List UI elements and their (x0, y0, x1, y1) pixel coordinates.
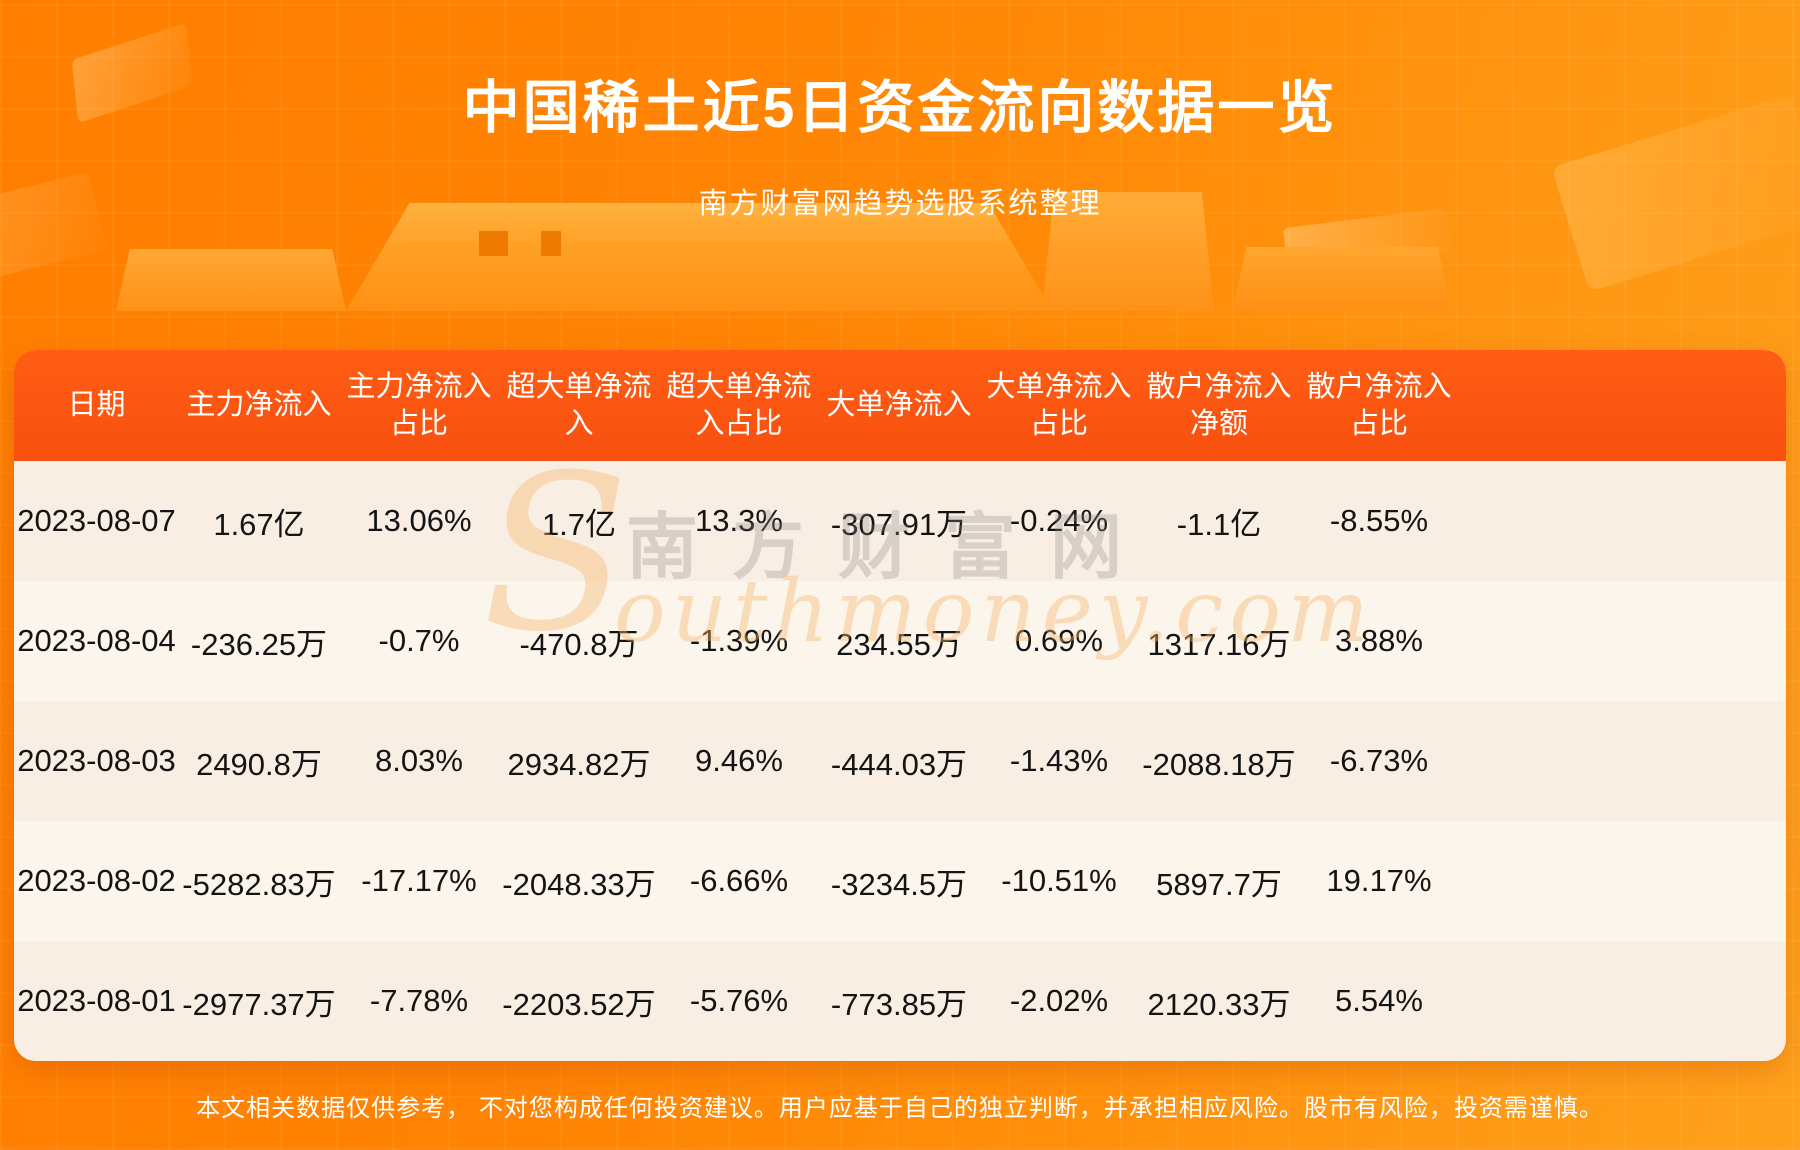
cell-value: 2490.8万 (196, 746, 322, 782)
cell-value: -10.51% (1001, 863, 1117, 898)
decor-podium-left (116, 249, 346, 311)
row-spacer (1459, 941, 1786, 1061)
cell-value: 5897.7万 (1156, 866, 1282, 902)
column-header-retail-net-inflow-amount: 散户净流入净额 (1146, 370, 1292, 440)
cell-value: -0.7% (378, 623, 460, 658)
cell-value: -2203.52万 (502, 986, 656, 1022)
column-header-xlarge-order-net-inflow: 超大单净流入 (506, 370, 652, 440)
cell-value: -5282.83万 (182, 866, 336, 902)
cell-value: 1.7亿 (541, 506, 617, 542)
cell-value: -8.55% (1329, 503, 1429, 538)
cell-value: -3234.5万 (830, 866, 968, 902)
cell-value: 5.54% (1335, 983, 1423, 1018)
disclaimer-text: 本文相关数据仅供参考， 不对您构成任何投资建议。用户应基于自己的独立判断，并承担… (196, 1095, 1604, 1122)
cell-value: -1.39% (689, 623, 789, 658)
cell-value: -470.8万 (519, 626, 639, 662)
cell-value: -0.24% (1009, 503, 1109, 538)
row-spacer (1459, 821, 1786, 941)
cell-value: -6.73% (1329, 743, 1429, 778)
cell-value: -2048.33万 (502, 866, 656, 902)
table-row: 2023-08-04 -236.25万 -0.7% -470.8万 -1.39% 234.… (14, 581, 1786, 701)
cell-value: 2120.33万 (1147, 986, 1291, 1022)
cell-value: -5.76% (689, 983, 789, 1018)
cell-value: -7.78% (369, 983, 469, 1018)
table-body: 2023-08-07 1.67亿 13.06% 1.7亿 13.3% -307.91万 -0… (14, 461, 1786, 1061)
cell-date: 2023-08-01 (17, 983, 176, 1018)
row-spacer (1459, 701, 1786, 821)
cell-value: -6.66% (689, 863, 789, 898)
column-header-large-order-net-inflow-ratio: 大单净流入占比 (986, 370, 1132, 440)
cell-value: -773.85万 (830, 986, 968, 1022)
table-row: 2023-08-07 1.67亿 13.06% 1.7亿 13.3% -307.91万 -0… (14, 461, 1786, 581)
decor-podium-right-2 (1233, 247, 1451, 311)
cell-value: -444.03万 (830, 746, 968, 782)
cell-date: 2023-08-03 (17, 743, 176, 778)
cell-value: 3.88% (1335, 623, 1423, 658)
header-spacer (1459, 350, 1786, 461)
column-header-main-net-inflow: 主力净流入 (186, 389, 332, 421)
page-subtitle: 南方财富网趋势选股系统整理 (698, 188, 1102, 220)
cell-value: -1.43% (1009, 743, 1109, 778)
cell-value: 9.46% (695, 743, 783, 778)
cell-value: -2.02% (1009, 983, 1109, 1018)
table-header-row: 日期 主力净流入 主力净流入占比 超大单净流入 超大单净流入占比 大单净流入 大… (14, 350, 1786, 461)
column-header-xlarge-order-net-inflow-ratio: 超大单净流入占比 (666, 370, 812, 440)
cell-date: 2023-08-04 (17, 623, 176, 658)
cell-value: 1.67亿 (213, 506, 305, 542)
fund-flow-table: 日期 主力净流入 主力净流入占比 超大单净流入 超大单净流入占比 大单净流入 大… (14, 350, 1786, 1061)
cell-date: 2023-08-07 (17, 503, 176, 538)
cell-value: -2977.37万 (182, 986, 336, 1022)
cell-value: -17.17% (361, 863, 477, 898)
table-row: 2023-08-02 -5282.83万 -17.17% -2048.33万 -6.66… (14, 821, 1786, 941)
cell-value: 234.55万 (836, 626, 962, 662)
row-spacer (1459, 581, 1786, 701)
cell-value: 2934.82万 (507, 746, 651, 782)
column-header-large-order-net-inflow: 大单净流入 (826, 389, 972, 421)
cell-value: 0.69% (1015, 623, 1103, 658)
table-row: 2023-08-01 -2977.37万 -7.78% -2203.52万 -5.76%… (14, 941, 1786, 1061)
column-header-main-net-inflow-ratio: 主力净流入占比 (346, 370, 492, 440)
row-spacer (1459, 461, 1786, 581)
decor-notch-2 (541, 231, 561, 256)
cell-value: 13.06% (366, 503, 472, 538)
cell-date: 2023-08-02 (17, 863, 176, 898)
cell-value: 13.3% (695, 503, 783, 538)
cell-value: -1.1亿 (1176, 506, 1262, 542)
cell-value: -236.25万 (190, 626, 328, 662)
column-header-date: 日期 (67, 389, 126, 421)
page-title: 中国稀土近5日资金流向数据一览 (462, 76, 1338, 140)
cell-value: 8.03% (375, 743, 463, 778)
cell-value: 19.17% (1326, 863, 1432, 898)
decor-notch-1 (479, 231, 508, 256)
cell-value: -307.91万 (830, 506, 968, 542)
cell-value: -2088.18万 (1142, 746, 1296, 782)
table-row: 2023-08-03 2490.8万 8.03% 2934.82万 9.46% -444.… (14, 701, 1786, 821)
column-header-retail-net-inflow-ratio: 散户净流入占比 (1306, 370, 1452, 440)
cell-value: 1317.16万 (1147, 626, 1291, 662)
